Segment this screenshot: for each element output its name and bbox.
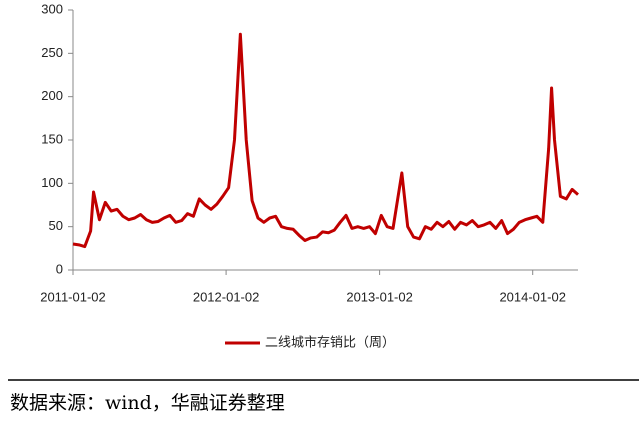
y-tick-label: 200: [41, 88, 63, 103]
x-tick-label: 2014-01-02: [499, 289, 566, 304]
y-tick-label: 150: [41, 131, 63, 146]
y-tick-label: 50: [49, 218, 63, 233]
x-tick-label: 2011-01-02: [40, 289, 106, 304]
legend-label: 二线城市存销比（周）: [265, 334, 395, 349]
y-tick-label: 250: [41, 45, 63, 60]
source-note: 数据来源：wind，华融证券整理: [10, 392, 285, 414]
y-tick-label: 100: [41, 175, 63, 190]
y-tick-label: 0: [56, 261, 63, 276]
line: [72, 32, 579, 249]
x-tick-label: 2012-01-02: [193, 289, 260, 304]
x-tick-label: 2013-01-02: [346, 289, 413, 304]
y-tick-label: 300: [41, 1, 63, 16]
